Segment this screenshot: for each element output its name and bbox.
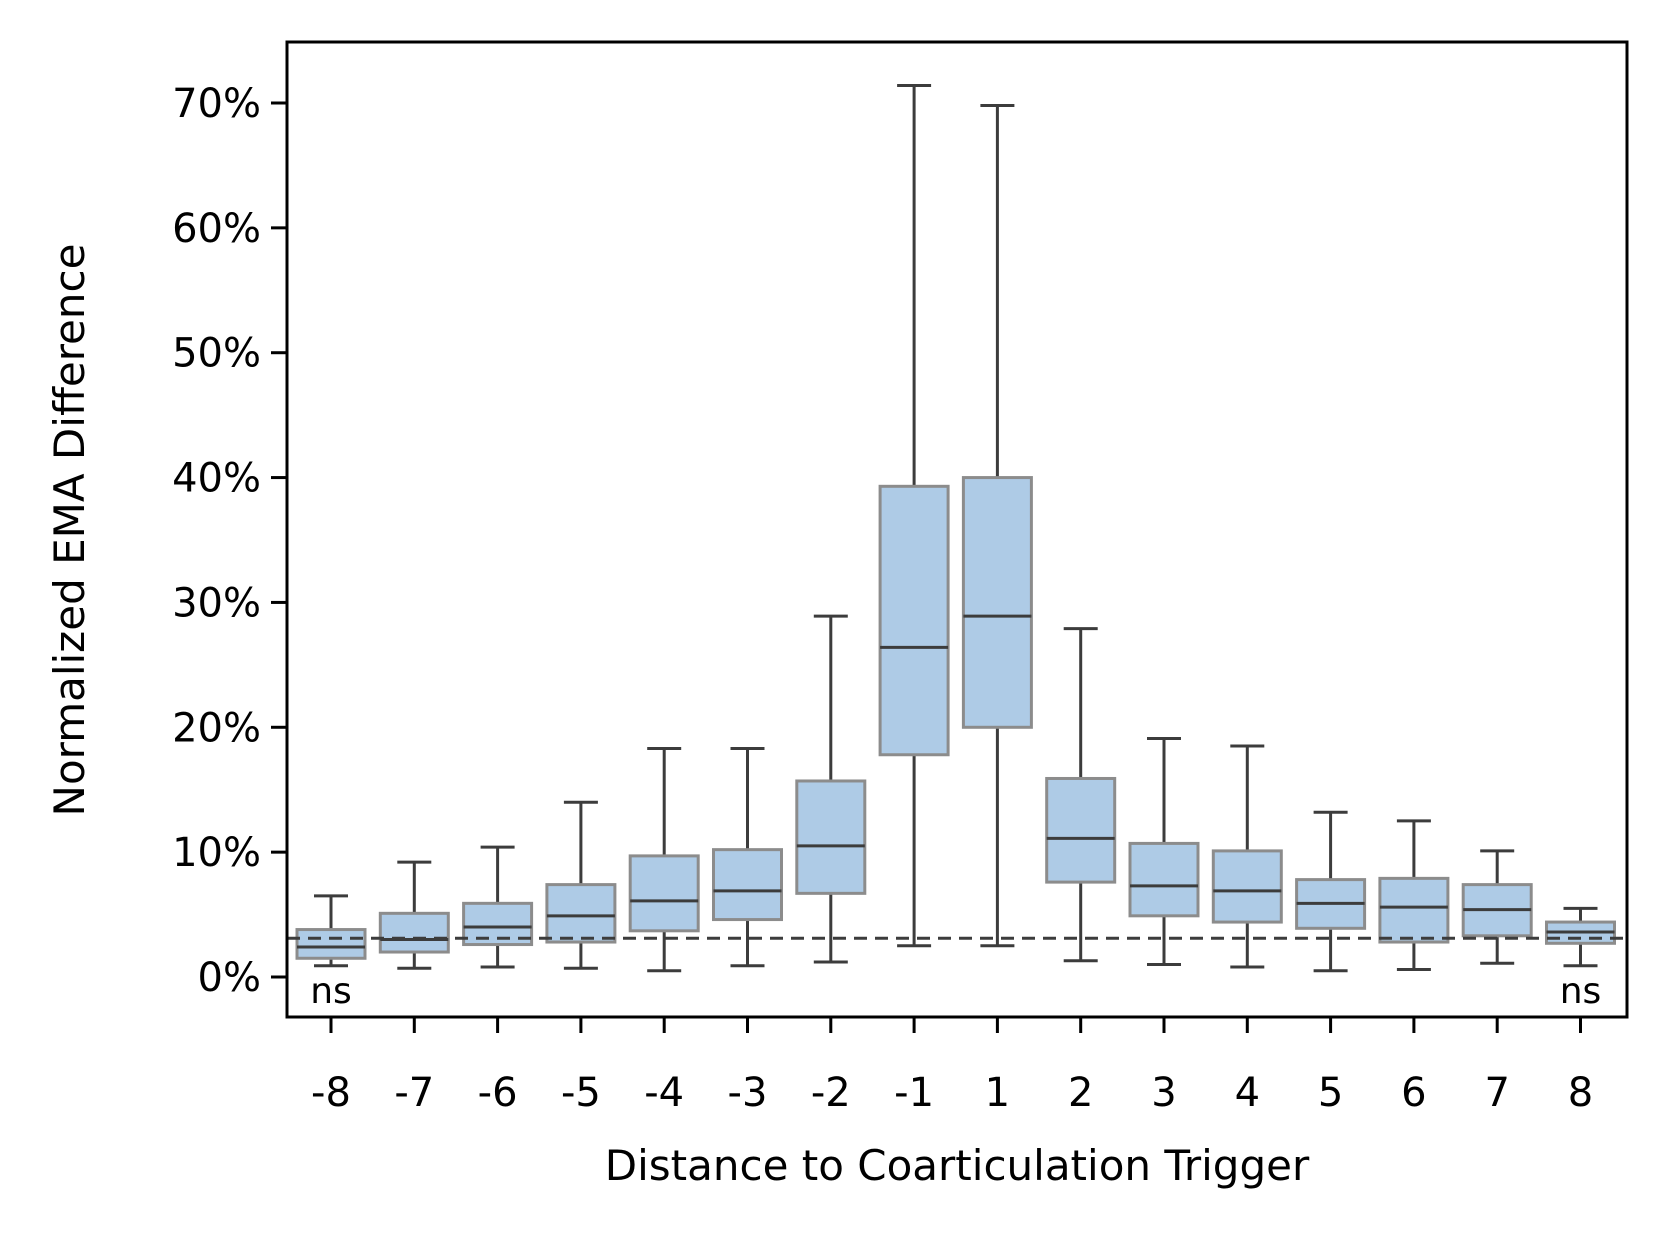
- box-iqr: [1128, 841, 1200, 918]
- x-tick-label: 2: [1068, 1070, 1093, 1116]
- box-group: [1461, 849, 1533, 965]
- x-tick-label: -3: [728, 1070, 768, 1116]
- x-tick-label: -4: [644, 1070, 684, 1116]
- plot-frame: [285, 40, 1629, 1019]
- y-tick-label: 0%: [198, 955, 261, 1001]
- significance-annotation: ns: [310, 971, 352, 1012]
- box-group: [795, 614, 867, 964]
- box-iqr: [878, 484, 950, 757]
- box-group: [545, 800, 617, 970]
- box-iqr: [961, 476, 1033, 729]
- y-tick-label: 20%: [172, 705, 261, 751]
- box-group: [1045, 627, 1117, 963]
- box-group: [295, 894, 367, 968]
- x-tick-label: -2: [811, 1070, 851, 1116]
- box-iqr: [545, 883, 617, 944]
- y-tick-label: 50%: [172, 331, 261, 377]
- plot-area: ns ns: [287, 84, 1627, 1012]
- box-iqr: [1378, 876, 1450, 944]
- x-tick-label: 3: [1151, 1070, 1176, 1116]
- box-group: [628, 747, 700, 973]
- axes: 0% 10% 20% 30% 40% 50% 60% 70% -8 -7 -6 -5 -4 -3 -2 -1 1…: [172, 81, 1593, 1116]
- y-tick-label: 10%: [172, 830, 261, 876]
- box-group: [1295, 810, 1367, 973]
- y-tick-label: 60%: [172, 206, 261, 252]
- box-iqr: [628, 854, 700, 933]
- x-tick-label: -5: [561, 1070, 601, 1116]
- y-tick-label: 30%: [172, 580, 261, 626]
- x-tick-label: 6: [1401, 1070, 1426, 1116]
- box-group: [462, 845, 534, 969]
- box-group: [1128, 737, 1200, 967]
- significance-annotation: ns: [1560, 971, 1602, 1012]
- y-tick-label: 70%: [172, 81, 261, 127]
- x-tick-label: 5: [1318, 1070, 1343, 1116]
- box-group: [712, 747, 783, 968]
- box-group: [1378, 819, 1450, 972]
- y-axis-title: Normalized EMA Difference: [45, 244, 94, 817]
- box-iqr: [295, 928, 367, 960]
- box-group: [1211, 744, 1283, 969]
- box-group: [878, 84, 950, 948]
- box-iqr: [795, 779, 867, 895]
- x-axis-title: Distance to Coarticulation Trigger: [605, 1141, 1310, 1190]
- box-iqr: [378, 911, 450, 954]
- x-tick-label: -7: [394, 1070, 434, 1116]
- x-tick-label: 1: [985, 1070, 1010, 1116]
- box-iqr: [1211, 849, 1283, 924]
- y-tick-label: 40%: [172, 456, 261, 502]
- box-iqr: [712, 848, 783, 922]
- box-iqr: [1045, 776, 1117, 884]
- box-group: [961, 103, 1033, 948]
- x-tick-label: 8: [1568, 1070, 1593, 1116]
- x-tick-label: -1: [894, 1070, 934, 1116]
- x-tick-label: 4: [1235, 1070, 1260, 1116]
- x-tick-label: -6: [478, 1070, 518, 1116]
- x-tick-label: 7: [1484, 1070, 1509, 1116]
- x-tick-label: -8: [311, 1070, 351, 1116]
